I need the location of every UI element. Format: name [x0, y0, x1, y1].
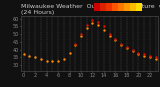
- Point: [143, 55, 145, 57]
- Text: Milwaukee Weather  Outdoor Temperature  vs Heat Index
(24 Hours): Milwaukee Weather Outdoor Temperature vs…: [21, 4, 160, 15]
- Point: [74, 44, 76, 46]
- Point: [85, 24, 88, 26]
- Point: [108, 33, 111, 35]
- Point: [126, 46, 128, 47]
- Point: [40, 58, 42, 60]
- Point: [45, 60, 48, 61]
- Point: [137, 54, 140, 55]
- Point: [85, 27, 88, 29]
- Point: [108, 35, 111, 36]
- Point: [63, 58, 65, 60]
- Point: [148, 57, 151, 58]
- Point: [103, 29, 105, 30]
- Point: [154, 57, 157, 58]
- Point: [22, 54, 25, 55]
- Point: [97, 24, 100, 26]
- Point: [57, 60, 59, 61]
- Point: [22, 54, 25, 55]
- Point: [34, 57, 36, 58]
- Point: [120, 44, 122, 46]
- Point: [148, 55, 151, 57]
- Point: [34, 57, 36, 58]
- Point: [51, 60, 54, 61]
- Point: [154, 58, 157, 60]
- Point: [68, 52, 71, 54]
- Point: [51, 60, 54, 61]
- Point: [137, 52, 140, 54]
- Point: [143, 54, 145, 55]
- Point: [91, 20, 94, 21]
- Point: [120, 43, 122, 44]
- Point: [28, 55, 31, 57]
- Point: [131, 51, 134, 52]
- Point: [80, 35, 82, 36]
- Point: [28, 55, 31, 57]
- Point: [97, 21, 100, 23]
- Point: [131, 49, 134, 50]
- Point: [74, 43, 76, 44]
- Point: [103, 26, 105, 27]
- Point: [57, 60, 59, 61]
- Point: [40, 58, 42, 60]
- Point: [126, 47, 128, 49]
- Point: [114, 40, 117, 41]
- Point: [114, 38, 117, 40]
- Point: [45, 60, 48, 61]
- Point: [80, 33, 82, 35]
- Point: [91, 23, 94, 24]
